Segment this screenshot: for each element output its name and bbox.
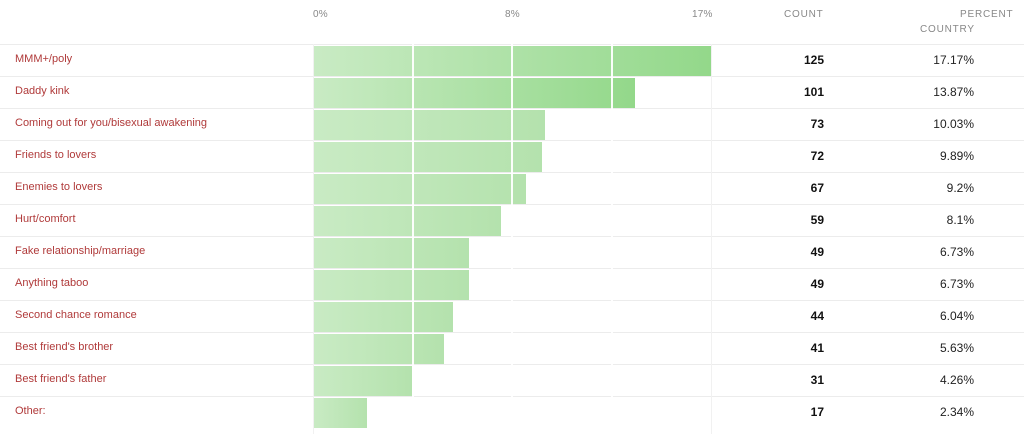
count-value: 67 [810, 181, 824, 195]
category-label: Friends to lovers [15, 149, 97, 161]
percent-value: 17.17% [933, 53, 974, 67]
bar [313, 110, 545, 140]
table-row: Daddy kink 101 13.87% [0, 76, 1024, 108]
table-row: Other: 17 2.34% [0, 396, 1024, 428]
table-row: Best friend's brother 41 5.63% [0, 332, 1024, 364]
category-label: Enemies to lovers [15, 181, 103, 193]
category-label: Second chance romance [15, 309, 137, 321]
category-label: Hurt/comfort [15, 213, 76, 225]
category-label: Other: [15, 405, 46, 417]
bar [313, 78, 635, 108]
bar [313, 366, 412, 396]
bar [313, 238, 469, 268]
bar [313, 174, 526, 204]
percent-value: 6.73% [939, 277, 974, 291]
axis-tick-mid: 8% [505, 9, 520, 20]
percent-value: 6.73% [939, 245, 974, 259]
bar [313, 270, 469, 300]
table-row: Second chance romance 44 6.04% [0, 300, 1024, 332]
percent-value: 9.2% [946, 181, 974, 195]
count-column-header: COUNT [784, 9, 824, 20]
table-row: Anything taboo 49 6.73% [0, 268, 1024, 300]
percent-value: 2.34% [939, 405, 974, 419]
percent-value: 6.04% [939, 309, 974, 323]
percent-value: 9.89% [939, 149, 974, 163]
count-value: 59 [810, 213, 824, 227]
category-label: Fake relationship/marriage [15, 245, 146, 257]
percent-value: 8.1% [946, 213, 974, 227]
country-column-header: COUNTRY [920, 24, 975, 35]
table-row: Hurt/comfort 59 8.1% [0, 204, 1024, 236]
category-label: Coming out for you/bisexual awakening [15, 117, 208, 129]
category-label: MMM+/poly [15, 53, 73, 65]
count-value: 17 [810, 405, 824, 419]
count-value: 49 [810, 277, 824, 291]
bar [313, 206, 501, 236]
bar [313, 398, 367, 428]
percent-value: 4.26% [939, 373, 974, 387]
table-row: MMM+/poly 125 17.17% [0, 44, 1024, 76]
count-value: 49 [810, 245, 824, 259]
category-label: Anything taboo [15, 277, 89, 289]
table-row: Best friend's father 31 4.26% [0, 364, 1024, 396]
bar [313, 302, 453, 332]
bar [313, 46, 711, 76]
count-value: 101 [803, 85, 824, 99]
axis-tick-max: 17% [692, 9, 713, 20]
axis-tick-min: 0% [313, 9, 328, 20]
bar [313, 142, 542, 172]
percent-value: 5.63% [939, 341, 974, 355]
category-label: Best friend's brother [15, 341, 114, 353]
count-value: 73 [810, 117, 824, 131]
bar [313, 334, 444, 364]
table-row: Fake relationship/marriage 49 6.73% [0, 236, 1024, 268]
percent-value: 10.03% [933, 117, 974, 131]
percent-value: 13.87% [933, 85, 974, 99]
count-value: 31 [810, 373, 824, 387]
count-value: 41 [810, 341, 824, 355]
table-row: Enemies to lovers 67 9.2% [0, 172, 1024, 204]
count-value: 44 [810, 309, 824, 323]
count-value: 72 [810, 149, 824, 163]
table-row: Friends to lovers 72 9.89% [0, 140, 1024, 172]
percent-column-header: PERCENT [960, 9, 1014, 20]
table-row: Coming out for you/bisexual awakening 73 1… [0, 108, 1024, 140]
category-label: Daddy kink [15, 85, 70, 97]
category-label: Best friend's father [15, 373, 107, 385]
count-value: 125 [803, 53, 824, 67]
